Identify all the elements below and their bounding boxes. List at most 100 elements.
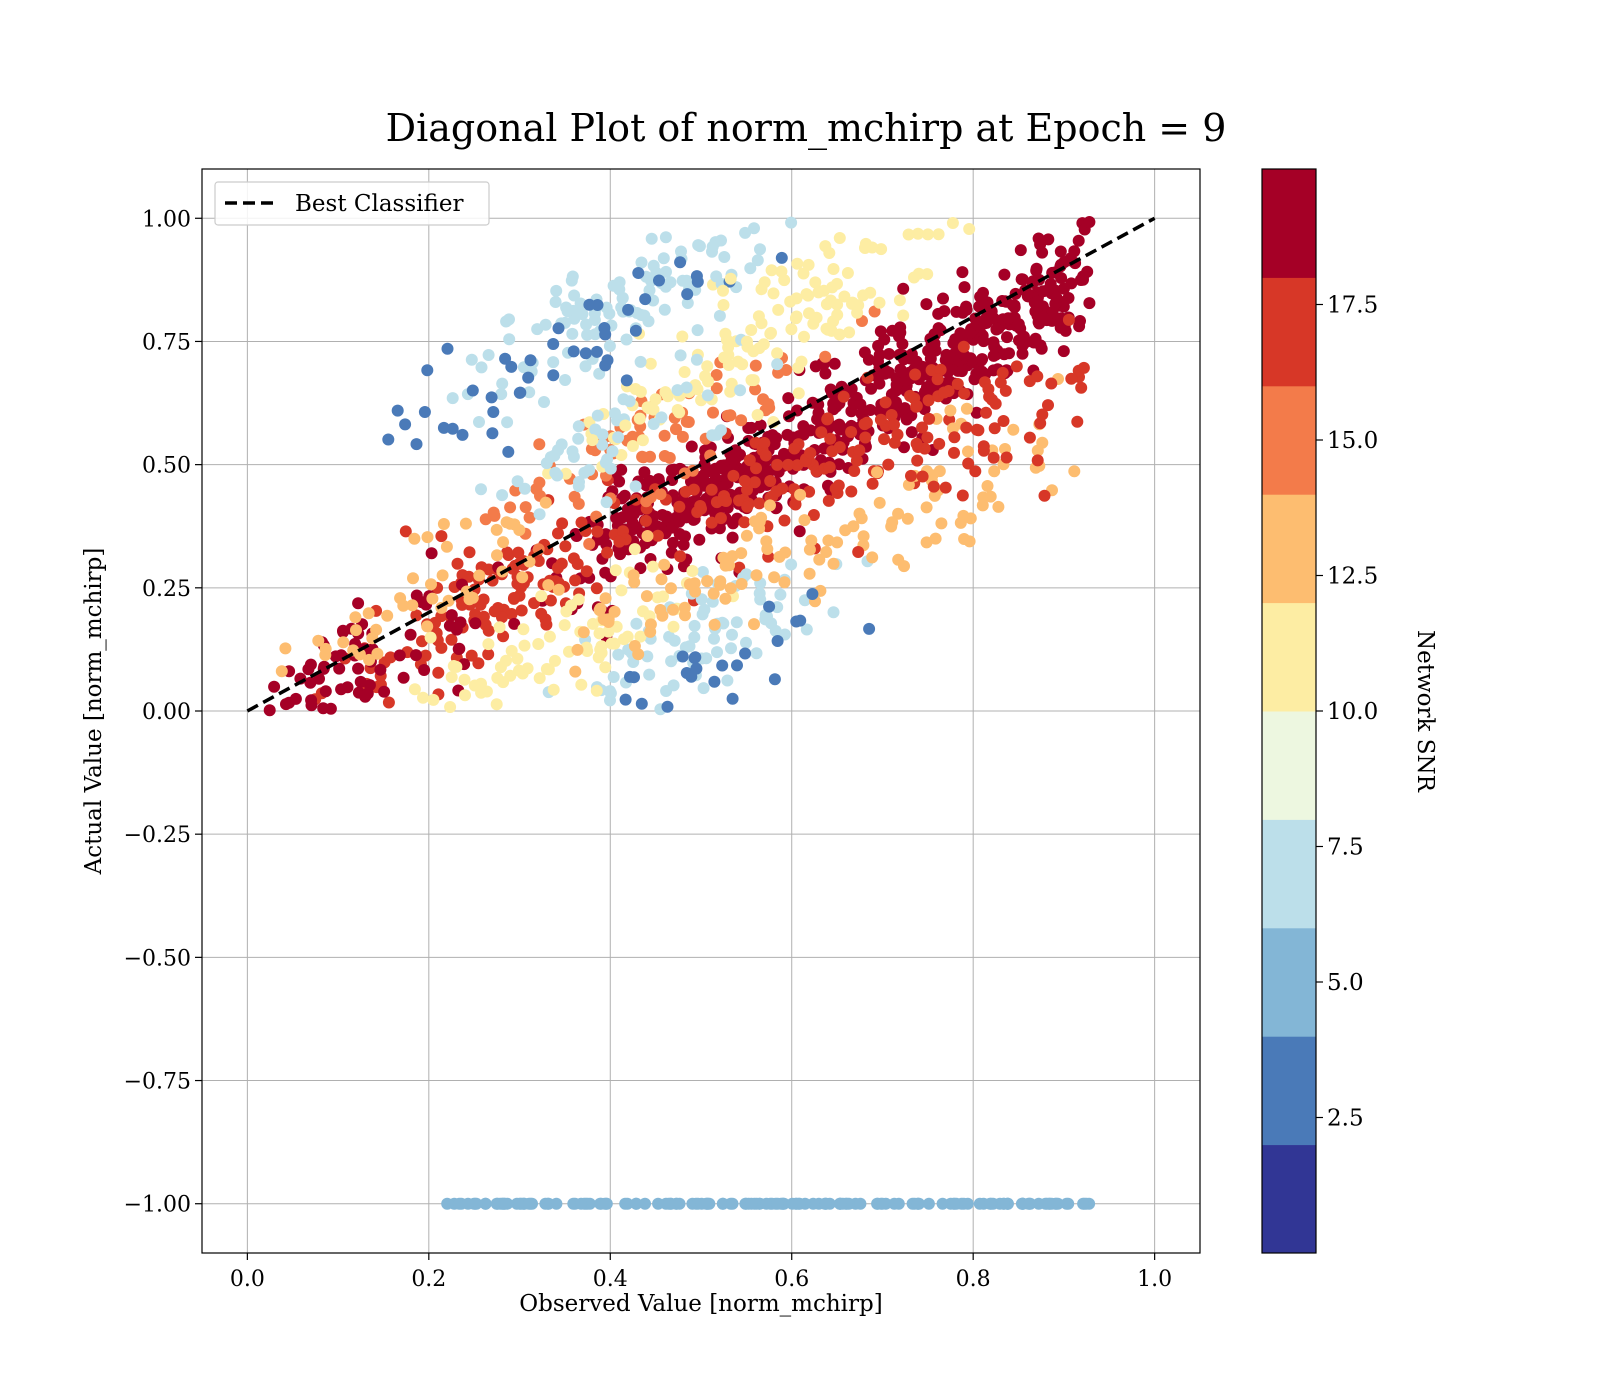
scatter-point [717,284,729,297]
scatter-point [660,510,673,523]
scatter-point [958,387,971,400]
scatter-point [726,1197,739,1210]
scatter-point [410,438,423,451]
scatter-point [726,628,738,641]
scatter-point [622,303,635,316]
scatter-point [397,671,410,684]
scatter-point [999,384,1012,397]
scatter-point [862,353,875,366]
scatter-point [771,635,784,647]
scatter-point [1077,1197,1090,1210]
scatter-point [700,652,713,665]
scatter-point [640,495,653,508]
scatter-point [788,442,801,455]
scatter-point [469,608,482,621]
scatter-point [701,575,714,588]
scatter-point [683,640,696,653]
scatter-point [874,413,887,426]
scatter-point [784,295,797,308]
scatter-point [841,267,854,279]
scatter-point [1037,311,1050,324]
scatter-point [735,547,748,560]
scatter-point [982,383,995,396]
scatter-point [599,592,612,605]
scatter-point [425,578,437,591]
scatter-point [927,480,940,493]
scatter-point [845,485,858,498]
scatter-point [485,391,498,404]
scatter-point [443,619,456,632]
scatter-point [1014,244,1027,257]
scatter-point [468,679,481,692]
scatter-point [898,402,911,415]
scatter-point [793,525,806,538]
scatter-point [417,691,429,704]
scatter-point [831,277,843,290]
colorbar-label: Network SNR [1412,630,1438,793]
scatter-point [447,660,460,672]
scatter-point [975,365,988,378]
scatter-point [504,669,517,682]
scatter-point [551,561,564,574]
scatter-point [618,489,631,502]
scatter-point [575,516,588,529]
scatter-point [724,582,737,595]
scatter-point [539,1197,552,1210]
scatter-point [886,324,899,337]
scatter-point [601,354,614,367]
scatter-point [1077,361,1090,374]
scatter-point [932,228,945,241]
scatter-point [1036,408,1049,421]
scatter-point [771,1197,784,1210]
scatter-point [1031,454,1044,467]
scatter-point [749,359,762,372]
scatter-point [778,576,791,589]
scatter-point [279,642,292,655]
scatter-point [1068,465,1081,478]
scatter-point [533,672,546,685]
legend-label-best-classifier: Best Classifier [295,191,463,217]
scatter-point [922,1197,935,1210]
scatter-point [508,617,521,630]
scatter-point [590,345,603,358]
scatter-point [499,352,512,365]
scatter-point [905,469,917,482]
scatter-point [958,281,971,294]
scatter-point [962,445,974,458]
scatter-point [803,567,816,580]
scatter-point [992,500,1005,513]
scatter-point [558,619,571,632]
scatter-point [688,631,701,644]
scatter-point [749,383,762,396]
scatter-point [827,606,840,619]
scatter-point [848,465,861,477]
scatter-point [609,564,622,577]
scatter-point [521,662,534,675]
scatter-point [888,418,900,431]
y-axis-ticks: −1.00 −0.75 −0.50 −0.25 0.00 0.25 0.50 0.75 1.00 [124,207,202,1218]
scatter-point [352,662,365,675]
scatter-point [593,627,606,640]
scatter-point [789,498,802,511]
scatter-point [798,330,810,343]
scatter-point [710,369,723,381]
scatter-point [780,364,793,376]
scatter-point [646,560,659,573]
scatter-point [1029,332,1042,345]
scatter-point [692,239,705,252]
scatter-point [538,396,550,408]
scatter-point [769,624,782,637]
scatter-point [722,359,735,371]
scatter-point [1068,245,1081,258]
scatter-point [977,299,990,311]
scatter-point [932,322,945,335]
scatter-point [987,364,1000,377]
colorbar-tick-label: 10.0 [1327,699,1378,725]
scatter-point [807,509,820,521]
scatter-point [501,416,514,429]
scatter-point [707,406,719,419]
scatter-point [654,488,667,501]
x-tick-label: 0.0 [230,1267,265,1292]
scatter-point [540,457,553,470]
scatter-point [910,437,923,450]
